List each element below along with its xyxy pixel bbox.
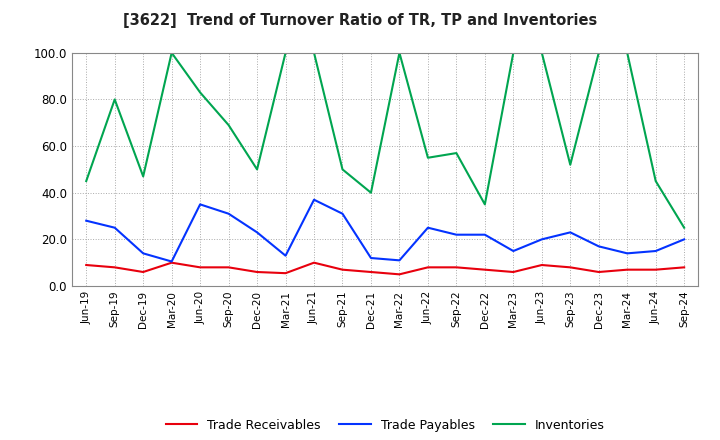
Trade Payables	[110, 225, 119, 231]
Inventories	[652, 179, 660, 184]
Text: [3622]  Trend of Turnover Ratio of TR, TP and Inventories: [3622] Trend of Turnover Ratio of TR, TP…	[123, 13, 597, 28]
Trade Payables	[366, 255, 375, 260]
Legend: Trade Receivables, Trade Payables, Inventories: Trade Receivables, Trade Payables, Inven…	[161, 414, 610, 436]
Inventories	[480, 202, 489, 207]
Trade Payables	[680, 237, 688, 242]
Inventories	[82, 179, 91, 184]
Inventories	[623, 50, 631, 55]
Trade Payables	[167, 259, 176, 264]
Inventories	[196, 90, 204, 95]
Trade Receivables	[253, 269, 261, 275]
Trade Receivables	[310, 260, 318, 265]
Inventories	[452, 150, 461, 156]
Trade Receivables	[452, 265, 461, 270]
Inventories	[139, 174, 148, 179]
Trade Payables	[623, 251, 631, 256]
Inventories	[253, 167, 261, 172]
Trade Receivables	[509, 269, 518, 275]
Trade Receivables	[395, 271, 404, 277]
Trade Receivables	[338, 267, 347, 272]
Trade Receivables	[537, 262, 546, 268]
Inventories	[282, 50, 290, 55]
Trade Payables	[282, 253, 290, 258]
Inventories	[509, 50, 518, 55]
Trade Receivables	[566, 265, 575, 270]
Inventories	[225, 122, 233, 128]
Inventories	[395, 50, 404, 55]
Trade Receivables	[225, 265, 233, 270]
Line: Inventories: Inventories	[86, 53, 684, 228]
Trade Receivables	[139, 269, 148, 275]
Trade Payables	[509, 248, 518, 253]
Line: Trade Payables: Trade Payables	[86, 200, 684, 261]
Trade Payables	[452, 232, 461, 237]
Inventories	[566, 162, 575, 167]
Trade Receivables	[110, 265, 119, 270]
Trade Receivables	[82, 262, 91, 268]
Line: Trade Receivables: Trade Receivables	[86, 263, 684, 275]
Trade Payables	[82, 218, 91, 224]
Trade Payables	[139, 251, 148, 256]
Trade Payables	[480, 232, 489, 237]
Trade Payables	[595, 244, 603, 249]
Trade Payables	[537, 237, 546, 242]
Trade Receivables	[680, 265, 688, 270]
Trade Receivables	[480, 267, 489, 272]
Inventories	[366, 190, 375, 195]
Trade Payables	[196, 202, 204, 207]
Trade Receivables	[423, 265, 432, 270]
Inventories	[680, 225, 688, 231]
Trade Payables	[395, 258, 404, 263]
Inventories	[338, 167, 347, 172]
Trade Payables	[652, 248, 660, 253]
Trade Payables	[338, 211, 347, 216]
Inventories	[310, 50, 318, 55]
Trade Receivables	[282, 271, 290, 276]
Trade Payables	[423, 225, 432, 231]
Trade Payables	[253, 230, 261, 235]
Inventories	[423, 155, 432, 161]
Trade Receivables	[652, 267, 660, 272]
Trade Receivables	[623, 267, 631, 272]
Trade Receivables	[167, 260, 176, 265]
Trade Payables	[225, 211, 233, 216]
Trade Receivables	[196, 265, 204, 270]
Inventories	[537, 50, 546, 55]
Inventories	[595, 50, 603, 55]
Inventories	[167, 50, 176, 55]
Trade Payables	[566, 230, 575, 235]
Inventories	[110, 97, 119, 102]
Trade Receivables	[366, 269, 375, 275]
Trade Payables	[310, 197, 318, 202]
Trade Receivables	[595, 269, 603, 275]
